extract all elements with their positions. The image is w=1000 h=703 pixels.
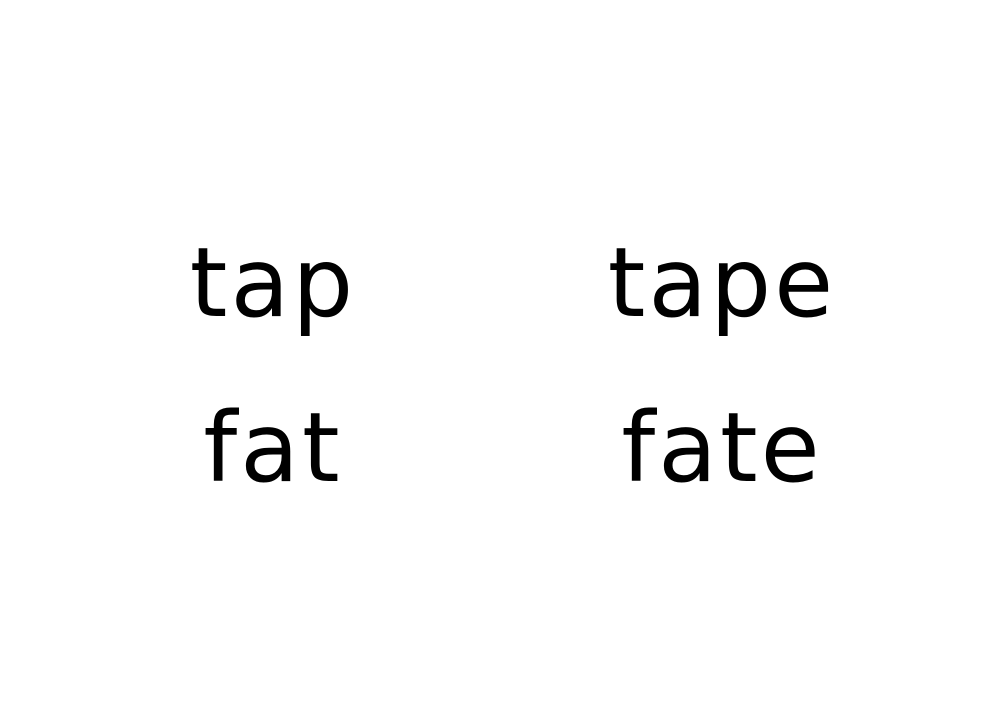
word-fat: fat — [203, 392, 343, 504]
word-tape: tape — [607, 227, 837, 339]
word-tap: tap — [189, 227, 357, 339]
word-fate: fate — [621, 392, 823, 504]
